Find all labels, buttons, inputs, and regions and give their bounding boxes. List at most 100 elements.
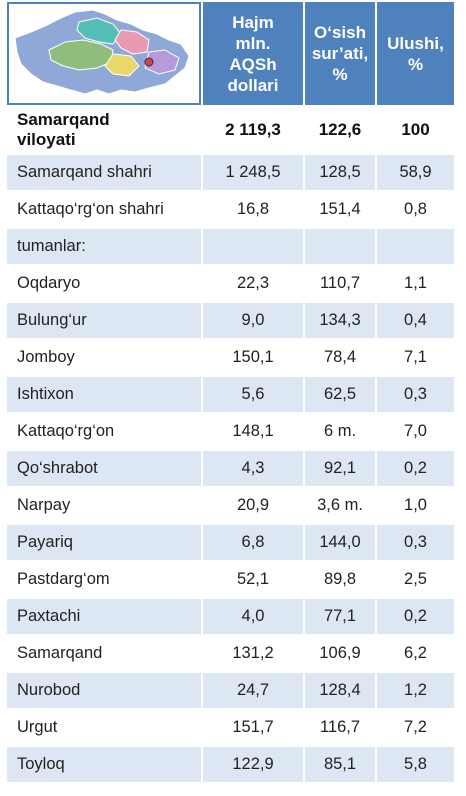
header-growth-l2: sur’ati, <box>311 44 369 63</box>
row-share: 1,1 <box>377 266 454 301</box>
row-volume: 6,8 <box>203 525 303 560</box>
row-growth: 128,5 <box>305 155 375 190</box>
row-volume: 16,8 <box>203 192 303 227</box>
total-name-l1: Samarqand <box>17 110 110 129</box>
row-volume: 24,7 <box>203 673 303 708</box>
header-growth-l1: O‘sish <box>314 23 366 42</box>
table-row: Oqdaryo 22,3 110,7 1,1 <box>7 266 454 301</box>
header-volume-l1: Hajm <box>232 12 274 32</box>
row-name: Samarqand shahri <box>7 155 201 190</box>
row-name: Narpay <box>7 488 201 523</box>
header-growth: O‘sish sur’ati, % <box>305 2 375 105</box>
row-name: Samarqand <box>7 636 201 671</box>
row-growth: 116,7 <box>305 710 375 745</box>
row-name: Qo‘shrabot <box>7 451 201 486</box>
row-name: Bulung‘ur <box>7 303 201 338</box>
row-growth: 106,9 <box>305 636 375 671</box>
header-volume-l2: mln. <box>235 33 271 53</box>
row-share: 1,0 <box>377 488 454 523</box>
row-growth <box>305 229 375 264</box>
row-name: Urgut <box>7 710 201 745</box>
table-row: Kattaqo‘rg‘on shahri 16,8 151,4 0,8 <box>7 192 454 227</box>
row-volume: 22,3 <box>203 266 303 301</box>
row-growth: 3,6 m. <box>305 488 375 523</box>
region-map-icon <box>9 4 199 103</box>
total-name-l2: viloyati <box>17 130 76 149</box>
row-volume: 131,2 <box>203 636 303 671</box>
header-volume-l3: AQSh <box>229 54 277 74</box>
row-name: tumanlar: <box>7 229 201 264</box>
row-volume: 52,1 <box>203 562 303 597</box>
row-growth: 151,4 <box>305 192 375 227</box>
row-share: 0,8 <box>377 192 454 227</box>
total-volume: 2 119,3 <box>203 107 303 153</box>
header-row: Hajm mln. AQSh dollari O‘sish sur’ati, %… <box>7 2 454 105</box>
row-name: Paxtachi <box>7 599 201 634</box>
row-growth: 110,7 <box>305 266 375 301</box>
row-share: 0,3 <box>377 525 454 560</box>
row-name: Kattaqo‘rg‘on shahri <box>7 192 201 227</box>
row-share: 0,4 <box>377 303 454 338</box>
table-row: tumanlar: <box>7 229 454 264</box>
row-share: 0,3 <box>377 377 454 412</box>
table-row: Jomboy 150,1 78,4 7,1 <box>7 340 454 375</box>
table-row: Samarqand 131,2 106,9 6,2 <box>7 636 454 671</box>
row-share: 6,2 <box>377 636 454 671</box>
row-name: Payariq <box>7 525 201 560</box>
row-growth: 144,0 <box>305 525 375 560</box>
table-row: Urgut 151,7 116,7 7,2 <box>7 710 454 745</box>
row-volume: 9,0 <box>203 303 303 338</box>
header-growth-l3: % <box>332 65 348 84</box>
table-row: Narpay 20,9 3,6 m. 1,0 <box>7 488 454 523</box>
row-name: Jomboy <box>7 340 201 375</box>
row-share: 5,8 <box>377 747 454 782</box>
row-growth: 6 m. <box>305 414 375 449</box>
header-share-l1: Ulushi, <box>387 33 444 53</box>
row-share: 0,2 <box>377 451 454 486</box>
map-header-cell <box>7 2 201 105</box>
total-growth: 122,6 <box>305 107 375 153</box>
region-map-graphic <box>14 9 190 95</box>
table-row: Kattaqo‘rg‘on 148,1 6 m. 7,0 <box>7 414 454 449</box>
row-share: 7,1 <box>377 340 454 375</box>
row-name: Pastdarg‘om <box>7 562 201 597</box>
row-volume: 4,0 <box>203 599 303 634</box>
header-share: Ulushi, % <box>377 2 454 105</box>
table-row: Qo‘shrabot 4,3 92,1 0,2 <box>7 451 454 486</box>
row-share: 7,0 <box>377 414 454 449</box>
header-share-l2: % <box>407 54 424 74</box>
table-row: Payariq 6,8 144,0 0,3 <box>7 525 454 560</box>
row-growth: 128,4 <box>305 673 375 708</box>
row-volume: 20,9 <box>203 488 303 523</box>
row-name: Kattaqo‘rg‘on <box>7 414 201 449</box>
row-name: Oqdaryo <box>7 266 201 301</box>
row-share: 0,2 <box>377 599 454 634</box>
row-share: 7,2 <box>377 710 454 745</box>
row-name: Nurobod <box>7 673 201 708</box>
header-volume: Hajm mln. AQSh dollari <box>203 2 303 105</box>
row-name: Toyloq <box>7 747 201 782</box>
row-volume: 122,9 <box>203 747 303 782</box>
total-row: Samarqand viloyati 2 119,3 122,6 100 <box>7 107 454 153</box>
row-growth: 78,4 <box>305 340 375 375</box>
table-row: Ishtixon 5,6 62,5 0,3 <box>7 377 454 412</box>
table-row: Bulung‘ur 9,0 134,3 0,4 <box>7 303 454 338</box>
row-share: 58,9 <box>377 155 454 190</box>
header-volume-l4: dollari <box>227 75 279 95</box>
table-row: Pastdarg‘om 52,1 89,8 2,5 <box>7 562 454 597</box>
row-growth: 85,1 <box>305 747 375 782</box>
row-growth: 134,3 <box>305 303 375 338</box>
row-growth: 62,5 <box>305 377 375 412</box>
row-volume: 150,1 <box>203 340 303 375</box>
row-share: 2,5 <box>377 562 454 597</box>
row-volume <box>203 229 303 264</box>
row-volume: 5,6 <box>203 377 303 412</box>
table-row: Samarqand shahri 1 248,5 128,5 58,9 <box>7 155 454 190</box>
total-name: Samarqand viloyati <box>7 107 201 153</box>
row-growth: 92,1 <box>305 451 375 486</box>
row-volume: 4,3 <box>203 451 303 486</box>
row-volume: 151,7 <box>203 710 303 745</box>
table-row: Nurobod 24,7 128,4 1,2 <box>7 673 454 708</box>
row-volume: 148,1 <box>203 414 303 449</box>
row-growth: 89,8 <box>305 562 375 597</box>
